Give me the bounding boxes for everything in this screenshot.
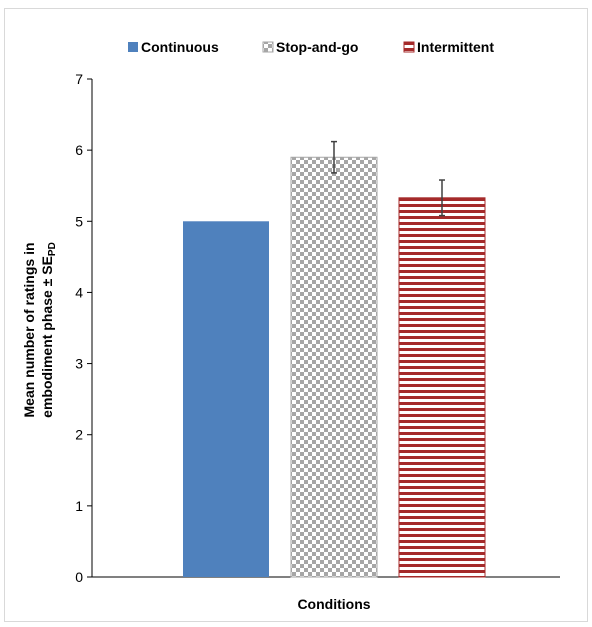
y-tick-label: 0: [75, 569, 83, 585]
y-axis-label-line2: embodiment phase ± SEPD: [39, 242, 58, 418]
y-axis-label-subscript: PD: [47, 242, 58, 256]
legend-label-intermittent: Intermittent: [417, 39, 494, 55]
y-axis-label-line1: Mean number of ratings in: [21, 242, 37, 417]
bar-stop-and-go: [290, 156, 378, 578]
bar-intermittent: [398, 197, 486, 578]
y-tick-label: 6: [75, 142, 83, 158]
legend-swatch-intermittent: [403, 41, 415, 53]
chart-frame: [4, 8, 588, 622]
bars: [183, 140, 486, 578]
y-tick-label: 1: [75, 498, 83, 514]
y-axis-label-main: embodiment phase ± SE: [39, 256, 55, 418]
legend-label-stop-and-go: Stop-and-go: [276, 39, 358, 55]
legend-label-continuous: Continuous: [141, 39, 219, 55]
y-tick-label: 3: [75, 356, 83, 372]
y-tick-label: 2: [75, 427, 83, 443]
y-tick-label: 7: [75, 71, 83, 87]
error-bar: [439, 179, 445, 217]
legend: Continuous Stop-and-go Intermittent: [128, 39, 494, 55]
y-ticks: 0 1 2 3 4 5 6 7: [75, 71, 92, 585]
legend-swatch-continuous: [128, 42, 138, 52]
y-tick-label: 5: [75, 213, 83, 229]
y-axis-label: Mean number of ratings in embodiment pha…: [21, 242, 58, 418]
error-bar: [331, 140, 337, 174]
y-tick-label: 4: [75, 284, 83, 300]
bar-continuous: [183, 221, 269, 578]
x-axis-label: Conditions: [297, 596, 370, 612]
legend-swatch-stop-and-go: [262, 41, 274, 53]
